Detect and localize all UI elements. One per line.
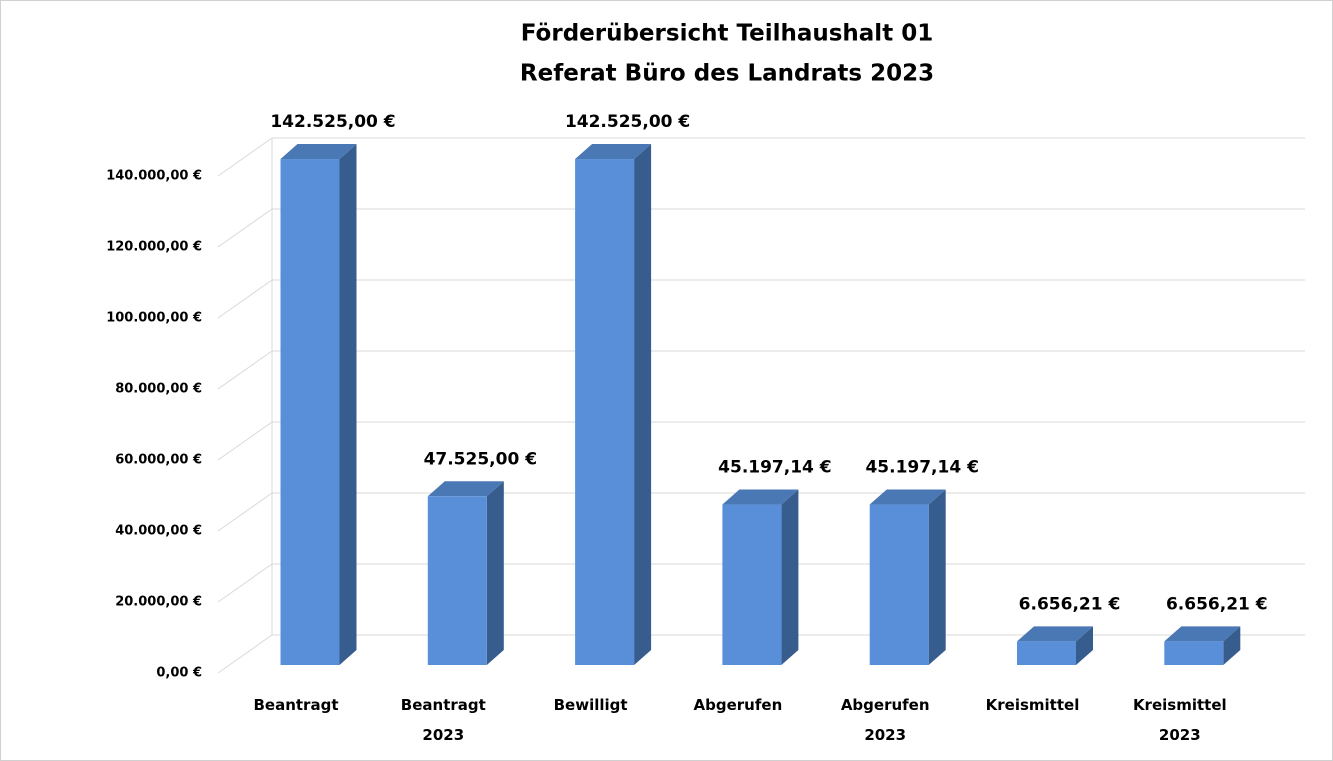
bar bbox=[575, 159, 635, 665]
grid-diagonal bbox=[217, 208, 273, 248]
bar-side bbox=[1076, 626, 1093, 665]
data-label: 142.525,00 € bbox=[270, 112, 395, 132]
grid-diagonal bbox=[217, 634, 273, 674]
x-tick-label: Beantragt bbox=[253, 696, 338, 714]
x-tick-label: Bewilligt bbox=[554, 696, 628, 714]
bar bbox=[869, 504, 929, 665]
x-tick-label: Beantragt 2023 bbox=[401, 696, 486, 744]
data-label: 6.656,21 € bbox=[1019, 594, 1121, 614]
bar-top bbox=[1017, 626, 1093, 642]
bar bbox=[280, 159, 340, 665]
bar-side bbox=[486, 481, 504, 665]
bar-top bbox=[280, 144, 357, 160]
bar-top bbox=[575, 144, 652, 160]
grid-diagonal bbox=[217, 279, 273, 319]
bar-top bbox=[869, 489, 946, 505]
grid-diagonal bbox=[217, 137, 273, 177]
data-label: 142.525,00 € bbox=[565, 112, 690, 132]
x-tick-label: Kreismittel bbox=[986, 696, 1080, 714]
y-tick-label: 80.000,00 € bbox=[115, 382, 202, 397]
grid-diagonal bbox=[217, 563, 273, 603]
y-tick-label: 100.000,00 € bbox=[106, 311, 202, 326]
data-label: 47.525,00 € bbox=[424, 449, 537, 469]
grid-diagonal bbox=[217, 421, 273, 461]
bar-side bbox=[928, 489, 946, 665]
y-tick-label: 120.000,00 € bbox=[106, 240, 202, 255]
data-label: 6.656,21 € bbox=[1166, 594, 1268, 614]
bar bbox=[427, 496, 487, 665]
data-label: 45.197,14 € bbox=[718, 458, 831, 478]
bar-top bbox=[722, 489, 799, 505]
bar-side bbox=[1223, 626, 1241, 665]
grid-diagonal bbox=[217, 350, 273, 390]
bar-side bbox=[339, 144, 357, 665]
data-label: 45.197,14 € bbox=[865, 458, 978, 478]
chart-title: Förderübersicht Teilhaushalt 01 bbox=[521, 21, 933, 47]
x-tick-label: Abgerufen bbox=[694, 696, 783, 714]
bar-top bbox=[427, 481, 504, 497]
bar-top bbox=[1164, 626, 1241, 642]
bar-side bbox=[781, 489, 799, 665]
chart-subtitle: Referat Büro des Landrats 2023 bbox=[520, 61, 934, 87]
y-tick-label: 20.000,00 € bbox=[115, 595, 202, 610]
x-tick-label: Kreismittel 2023 bbox=[1133, 696, 1227, 744]
bar bbox=[722, 504, 782, 665]
bar bbox=[1017, 641, 1076, 665]
y-tick-label: 140.000,00 € bbox=[106, 169, 202, 184]
bar bbox=[1164, 641, 1224, 665]
y-tick-label: 40.000,00 € bbox=[115, 524, 202, 539]
grid-diagonal bbox=[217, 492, 273, 532]
y-tick-label: 0,00 € bbox=[156, 666, 202, 681]
y-tick-label: 60.000,00 € bbox=[115, 453, 202, 468]
x-tick-label: Abgerufen 2023 bbox=[841, 696, 930, 744]
bar-side bbox=[634, 144, 652, 665]
